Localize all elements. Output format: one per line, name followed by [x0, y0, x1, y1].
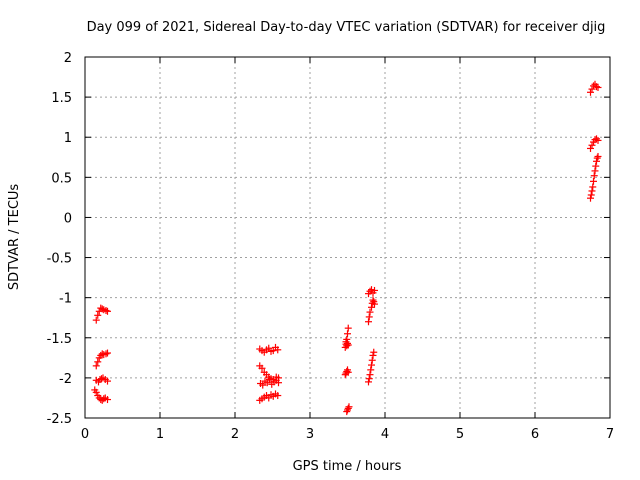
data-point [100, 395, 108, 403]
y-tick-label: -0.5 [47, 252, 72, 267]
x-tick-label: 5 [456, 427, 464, 442]
data-point [371, 286, 378, 294]
x-tick-label: 2 [231, 427, 239, 442]
data-point [97, 396, 105, 404]
data-point [344, 324, 352, 332]
data-point [593, 135, 600, 143]
data-point [371, 300, 378, 308]
y-tick-label: 0 [64, 211, 72, 226]
data-point [259, 381, 267, 389]
x-tick-label: 1 [156, 427, 164, 442]
data-point [367, 366, 375, 374]
x-axis-label: GPS time / hours [293, 459, 402, 474]
plot-frame [84, 56, 611, 419]
data-point [94, 311, 102, 319]
data-point [92, 316, 100, 324]
y-tick-label: 1.5 [51, 91, 72, 106]
data-point [368, 361, 375, 369]
axis-ticks: 0 1 2 3 4 5 6 7 2 1.5 1 0.5 0 -0.5 -1 -1.5 -2 -2.5 [47, 51, 615, 442]
data-point [593, 157, 600, 165]
data-point [102, 350, 110, 358]
data-point [344, 404, 352, 412]
data-point [594, 83, 602, 91]
y-axis-label: SDTVAR / TECUs [7, 184, 22, 291]
y-tick-label: -2.5 [47, 412, 72, 427]
y-tick-label: 1 [64, 131, 72, 146]
data-point [97, 351, 105, 359]
data-point [593, 83, 600, 91]
grid-lines [85, 57, 610, 418]
data-point [274, 392, 282, 400]
data-point [94, 358, 102, 366]
y-tick-label: -1 [59, 292, 72, 307]
data-point [368, 286, 375, 294]
data-point [343, 367, 351, 375]
data-point [368, 303, 375, 311]
data-points [91, 80, 602, 416]
data-point [370, 348, 378, 356]
data-point [587, 144, 594, 152]
data-point [590, 177, 597, 185]
data-point [591, 167, 599, 175]
data-point [366, 308, 374, 316]
data-point [98, 375, 105, 383]
data-point [588, 85, 596, 93]
data-point [344, 339, 351, 347]
data-point [104, 307, 111, 315]
data-point [104, 349, 111, 357]
data-point [594, 136, 602, 144]
data-point [343, 408, 351, 416]
data-point [587, 194, 594, 202]
x-tick-label: 7 [606, 427, 614, 442]
data-point [592, 162, 600, 170]
data-point [588, 187, 596, 195]
data-point [369, 296, 377, 304]
data-point [590, 172, 598, 180]
data-point [274, 346, 282, 354]
data-point [594, 152, 602, 160]
data-point [266, 375, 273, 383]
data-point [345, 403, 353, 411]
data-point [591, 136, 599, 144]
data-point [589, 183, 597, 191]
data-point [344, 330, 351, 338]
data-point [587, 191, 595, 199]
data-point [366, 287, 374, 295]
y-tick-label: -2 [59, 372, 72, 387]
data-point [587, 88, 594, 96]
data-point [275, 379, 282, 387]
x-tick-label: 0 [81, 427, 89, 442]
y-tick-label: 0.5 [51, 171, 72, 186]
data-point [365, 313, 373, 321]
data-point [97, 304, 105, 312]
data-point [344, 406, 351, 414]
data-point [590, 82, 597, 90]
x-tick-label: 3 [306, 427, 314, 442]
data-point [365, 318, 372, 326]
y-tick-label: -1.5 [47, 332, 72, 347]
data-point [588, 141, 596, 149]
y-tick-label: 2 [64, 51, 72, 66]
x-tick-label: 6 [531, 427, 539, 442]
data-point [368, 356, 376, 364]
data-point [344, 341, 352, 349]
data-point [98, 305, 106, 313]
data-point [593, 154, 601, 162]
data-point [102, 307, 110, 315]
data-point [92, 388, 100, 396]
data-point [369, 351, 377, 359]
data-point [366, 371, 374, 379]
data-point [104, 396, 111, 404]
data-point [365, 375, 373, 383]
chart-title: Day 099 of 2021, Sidereal Day-to-day VTE… [87, 20, 606, 35]
data-point [104, 377, 111, 385]
data-point [258, 364, 266, 372]
data-point [92, 362, 100, 370]
data-point [365, 378, 372, 386]
data-point [344, 368, 352, 376]
x-tick-label: 4 [381, 427, 389, 442]
